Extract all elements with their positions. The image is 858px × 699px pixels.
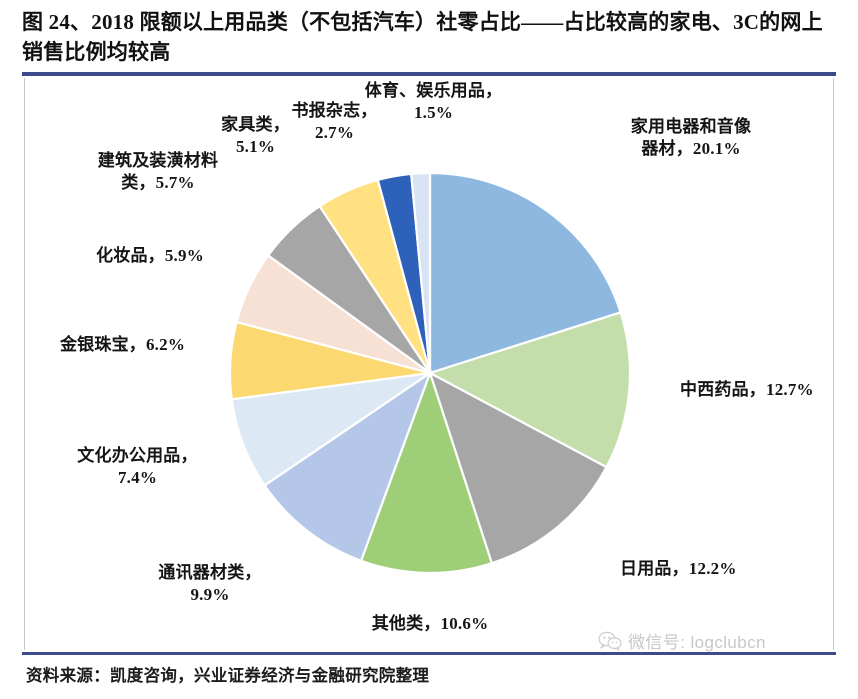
page-title: 图 24、2018 限额以上用品类（不包括汽车）社零占比——占比较高的家电、3C… bbox=[22, 10, 823, 64]
wechat-icon bbox=[598, 631, 622, 651]
pie-label-books-magazines: 书报杂志， 2.7% bbox=[291, 101, 378, 142]
pie-label-daily-goods: 日用品，12.2% bbox=[620, 559, 737, 578]
pie-label-jewelry: 金银珠宝，6.2% bbox=[59, 335, 186, 354]
watermark: 微信号: logclubcn bbox=[598, 628, 766, 653]
plot-frame bbox=[24, 78, 834, 650]
pie-label-home-appliances: 家用电器和音像 器材，20.1% bbox=[630, 117, 752, 158]
pie-label-office-supplies: 文化办公用品， 7.4% bbox=[77, 446, 198, 487]
pie-label-cosmetics: 化妆品，5.9% bbox=[96, 246, 204, 265]
pie-label-medicine: 中西药品，12.7% bbox=[680, 380, 814, 399]
pie-label-building-materials: 建筑及装潢材料 类，5.7% bbox=[97, 151, 219, 192]
pie-label-other: 其他类，10.6% bbox=[371, 614, 489, 633]
pie-label-furniture: 家具类， 5.1% bbox=[221, 115, 290, 156]
source-note: 资料来源：凯度咨询，兴业证券经济与金融研究院整理 bbox=[26, 666, 430, 685]
title-divider bbox=[22, 72, 836, 76]
pie-label-communication: 通讯器材类， 9.9% bbox=[158, 563, 262, 604]
footer-divider bbox=[22, 652, 836, 655]
pie-label-sports-entertainment: 体育、娱乐用品， 1.5% bbox=[364, 81, 503, 122]
watermark-text: 微信号: logclubcn bbox=[628, 633, 766, 652]
